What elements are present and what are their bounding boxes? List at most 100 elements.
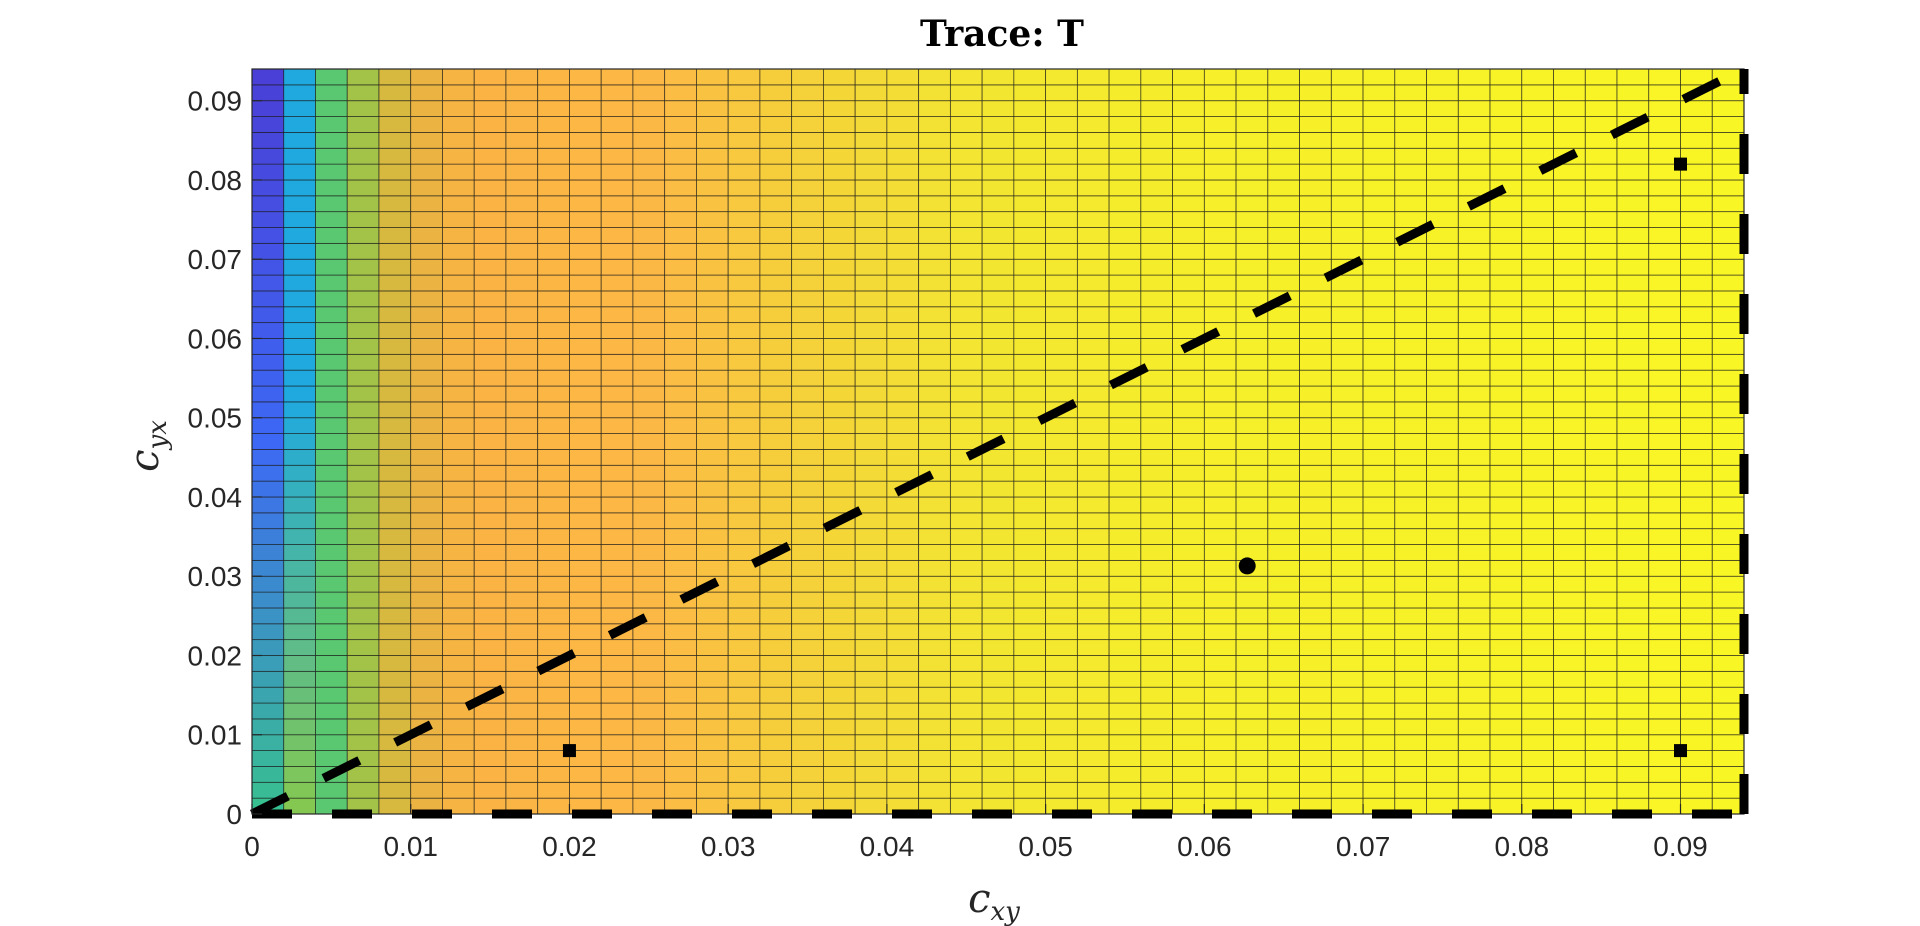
- heatmap-cell: [854, 766, 888, 783]
- heatmap-cell: [1013, 766, 1047, 783]
- heatmap-cell: [854, 449, 888, 466]
- heatmap-cell: [632, 734, 666, 751]
- heatmap-cell: [1108, 132, 1142, 149]
- heatmap-cell: [1648, 433, 1681, 450]
- heatmap-cell: [1140, 464, 1173, 482]
- heatmap-cell: [1203, 401, 1237, 419]
- heatmap-cell: [378, 433, 412, 450]
- heatmap-cell: [1045, 639, 1078, 656]
- heatmap-cell: [1045, 290, 1078, 308]
- heatmap-cell: [1584, 575, 1618, 593]
- heatmap-cell: [949, 544, 983, 561]
- heatmap-cell: [1108, 163, 1142, 181]
- heatmap-cell: [1521, 84, 1554, 102]
- heatmap-cell: [473, 781, 507, 799]
- heatmap-cell: [1489, 623, 1523, 641]
- heatmap-cell: [1457, 132, 1491, 149]
- heatmap-cell: [251, 528, 285, 545]
- heatmap-cell: [473, 258, 507, 276]
- heatmap-cell: [1235, 401, 1269, 419]
- heatmap-cell: [1299, 559, 1332, 577]
- heatmap-cell: [1267, 623, 1300, 641]
- heatmap-cell: [791, 227, 824, 244]
- heatmap-cell: [1140, 433, 1173, 450]
- heatmap-cell: [569, 163, 602, 181]
- heatmap-cell: [1235, 163, 1269, 181]
- heatmap-cell: [315, 147, 348, 165]
- heatmap-cell: [505, 655, 539, 672]
- heatmap-cell: [315, 639, 348, 656]
- heatmap-cell: [1553, 496, 1586, 514]
- heatmap-cell: [1711, 338, 1745, 355]
- heatmap-cell: [949, 306, 983, 324]
- heatmap-cell: [823, 766, 856, 783]
- heatmap-cell: [251, 591, 285, 609]
- heatmap-cell: [1203, 163, 1237, 181]
- heatmap-cell: [569, 591, 602, 609]
- heatmap-cell: [1426, 591, 1459, 609]
- heatmap-cell: [918, 496, 951, 514]
- heatmap-cell: [410, 417, 443, 434]
- heatmap-cell: [1203, 575, 1237, 593]
- heatmap-cell: [949, 607, 983, 625]
- heatmap-cell: [473, 655, 507, 672]
- heatmap-cell: [283, 670, 316, 688]
- heatmap-cell: [537, 385, 570, 403]
- heatmap-cell: [1235, 147, 1269, 165]
- heatmap-cell: [1299, 512, 1332, 530]
- heatmap-cell: [854, 480, 888, 498]
- heatmap-cell: [886, 670, 920, 688]
- heatmap-cell: [1299, 528, 1332, 545]
- heatmap-cell: [442, 750, 475, 767]
- heatmap-cell: [664, 559, 697, 577]
- heatmap-cell: [600, 100, 634, 117]
- heatmap-cell: [632, 781, 666, 799]
- heatmap-cell: [346, 306, 380, 324]
- heatmap-cell: [1648, 797, 1681, 815]
- heatmap-cell: [949, 227, 983, 244]
- heatmap-cell: [632, 274, 666, 292]
- heatmap-cell: [1648, 132, 1681, 149]
- heatmap-cell: [537, 417, 570, 434]
- heatmap-cell: [1648, 718, 1681, 736]
- heatmap-cell: [1394, 84, 1427, 102]
- heatmap-cell: [442, 401, 475, 419]
- heatmap-cell: [346, 433, 380, 450]
- heatmap-cell: [1584, 449, 1618, 466]
- heatmap-cell: [1394, 68, 1427, 86]
- heatmap-cell: [918, 369, 951, 387]
- heatmap-cell: [1680, 686, 1713, 704]
- heatmap-cell: [1711, 211, 1745, 228]
- heatmap-cell: [569, 179, 602, 197]
- heatmap-cell: [1108, 433, 1142, 450]
- heatmap-cell: [1489, 686, 1523, 704]
- heatmap-cell: [1394, 100, 1427, 117]
- heatmap-cell: [918, 227, 951, 244]
- heatmap-cell: [949, 623, 983, 641]
- heatmap-cell: [1426, 670, 1459, 688]
- heatmap-cell: [346, 686, 380, 704]
- heatmap-cell: [251, 369, 285, 387]
- heatmap-cell: [1648, 639, 1681, 656]
- heatmap-cell: [315, 623, 348, 641]
- heatmap-cell: [283, 575, 316, 593]
- heatmap-cell: [1457, 353, 1491, 371]
- heatmap-cell: [1076, 417, 1110, 434]
- heatmap-cell: [569, 84, 602, 102]
- heatmap-cell: [537, 575, 570, 593]
- heatmap-cell: [1045, 623, 1078, 641]
- heatmap-cell: [1045, 559, 1078, 577]
- heatmap-cell: [537, 449, 570, 466]
- y-tick-label: 0.06: [188, 323, 243, 354]
- heatmap-cell: [1680, 623, 1713, 641]
- heatmap-cell: [1203, 718, 1237, 736]
- heatmap-cell: [886, 575, 920, 593]
- heatmap-cell: [1680, 306, 1713, 324]
- heatmap-cell: [1299, 68, 1332, 86]
- heatmap-cell: [1045, 718, 1078, 736]
- heatmap-cell: [854, 670, 888, 688]
- heatmap-cell: [918, 195, 951, 213]
- heatmap-cell: [1457, 623, 1491, 641]
- heatmap-cell: [1680, 290, 1713, 308]
- heatmap-cell: [1584, 274, 1618, 292]
